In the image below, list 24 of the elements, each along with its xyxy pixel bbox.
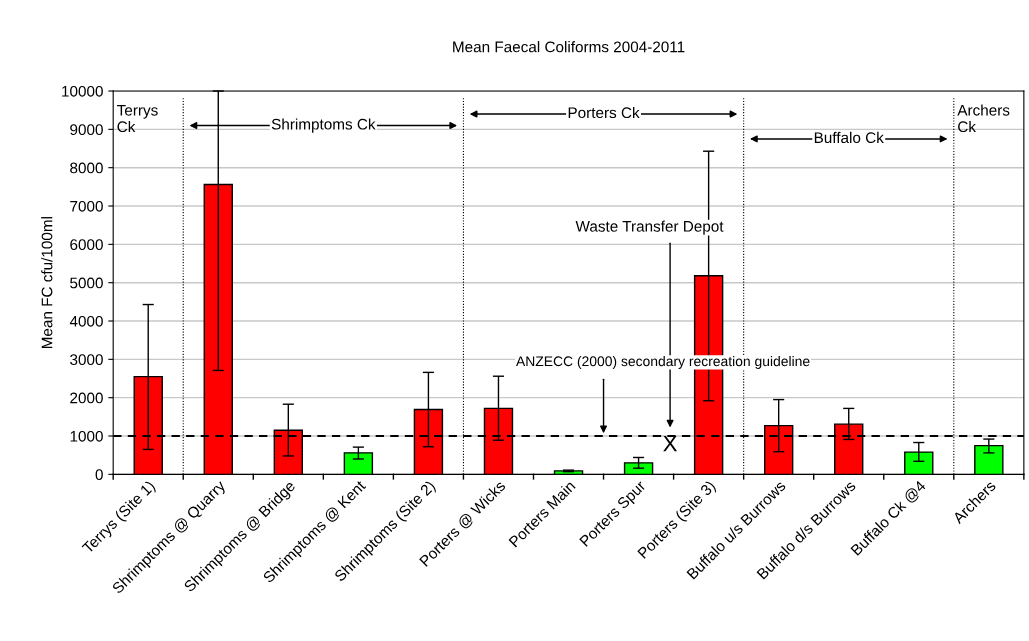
y-tick-label: 8000 (70, 162, 103, 174)
y-tick-label: 2000 (70, 392, 103, 404)
y-tick-label: 3000 (70, 354, 103, 366)
y-tick-label: 1000 (70, 430, 103, 442)
bar (343, 452, 374, 475)
annotation: Terrys Ck (117, 105, 158, 133)
annotation: X (663, 436, 678, 452)
chart-title: Mean Faecal Coliforms 2004-2011 (453, 41, 685, 53)
annotation: Buffalo Ck (814, 131, 884, 144)
y-tick-label: 7000 (70, 200, 103, 212)
annotation: Porters Ck (568, 106, 640, 119)
y-tick-label: 10000 (62, 85, 103, 97)
annotation: Waste Transfer Depot (575, 220, 724, 235)
y-tick-label: 6000 (70, 239, 103, 251)
bar (974, 444, 1004, 475)
y-tick-label: 0 (95, 469, 103, 481)
ref-line-label: ANZECC (2000) secondary recreation guideline (516, 355, 810, 369)
y-axis-title: Mean FC cfu/100ml (41, 217, 53, 349)
y-tick-label: 9000 (70, 124, 103, 136)
y-tick-label: 5000 (70, 277, 103, 289)
annotation: Archers Ck (957, 104, 1010, 133)
bar (623, 462, 654, 475)
y-tick-label: 4000 (69, 315, 103, 327)
annotation: Shrimptoms Ck (271, 118, 376, 133)
